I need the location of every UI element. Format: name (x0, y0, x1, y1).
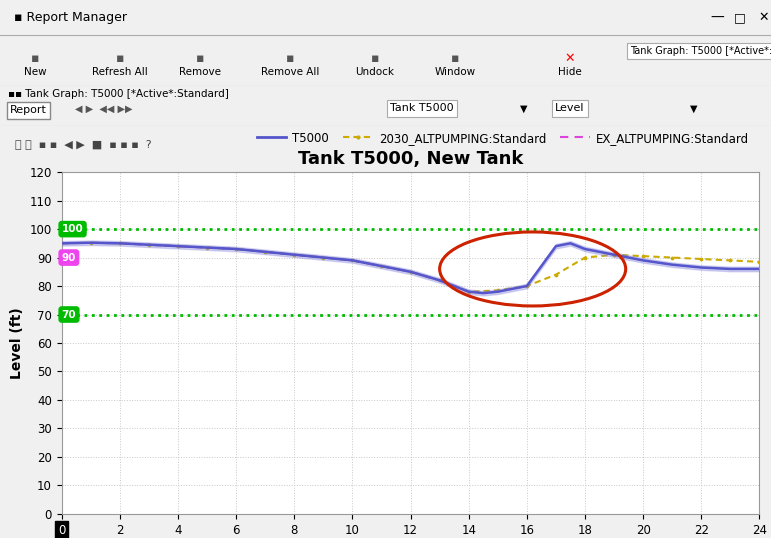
Text: Report: Report (10, 105, 47, 115)
Text: Level: Level (555, 103, 584, 114)
Text: Refresh All: Refresh All (92, 67, 148, 77)
Text: ▼: ▼ (690, 103, 698, 114)
Text: Hide: Hide (558, 67, 582, 77)
Text: ▪: ▪ (116, 52, 124, 65)
Text: Tank T5000: Tank T5000 (390, 103, 453, 114)
Text: ▪: ▪ (31, 52, 39, 65)
Text: Window: Window (434, 67, 476, 77)
Text: ✕: ✕ (758, 11, 769, 24)
Text: ✕: ✕ (564, 52, 575, 65)
Y-axis label: Level (ft): Level (ft) (10, 307, 24, 379)
Text: New: New (24, 67, 46, 77)
Text: ◀ ▶  ◀◀ ▶▶: ◀ ▶ ◀◀ ▶▶ (75, 103, 133, 114)
Text: ▪: ▪ (286, 52, 295, 65)
Text: 90: 90 (62, 252, 76, 263)
Text: ▪: ▪ (196, 52, 204, 65)
Text: ▪: ▪ (371, 52, 379, 65)
Text: □: □ (734, 11, 746, 24)
Text: Remove: Remove (179, 67, 221, 77)
Text: —: — (710, 10, 724, 25)
Text: Tank Graph: T5000 [*Active*:St ▼: Tank Graph: T5000 [*Active*:St ▼ (630, 46, 771, 56)
Text: Remove All: Remove All (261, 67, 319, 77)
Text: ▪▪ Tank Graph: T5000 [*Active*:Standard]: ▪▪ Tank Graph: T5000 [*Active*:Standard] (8, 89, 229, 99)
Text: 🔍 🔍  ▪ ▪  ◀ ▶  ■  ▪ ▪ ▪  ?: 🔍 🔍 ▪ ▪ ◀ ▶ ■ ▪ ▪ ▪ ? (15, 139, 152, 149)
Text: Undock: Undock (355, 67, 395, 77)
Text: ▪ Report Manager: ▪ Report Manager (14, 11, 127, 24)
Text: 70: 70 (62, 309, 76, 320)
Text: 100: 100 (62, 224, 83, 234)
Text: ▼: ▼ (520, 103, 527, 114)
Title: Tank T5000, New Tank: Tank T5000, New Tank (298, 150, 524, 168)
Text: ▪: ▪ (451, 52, 460, 65)
Legend: T5000, 2030_ALTPUMPING:Standard, EX_ALTPUMPING:Standard: T5000, 2030_ALTPUMPING:Standard, EX_ALTP… (252, 127, 753, 149)
